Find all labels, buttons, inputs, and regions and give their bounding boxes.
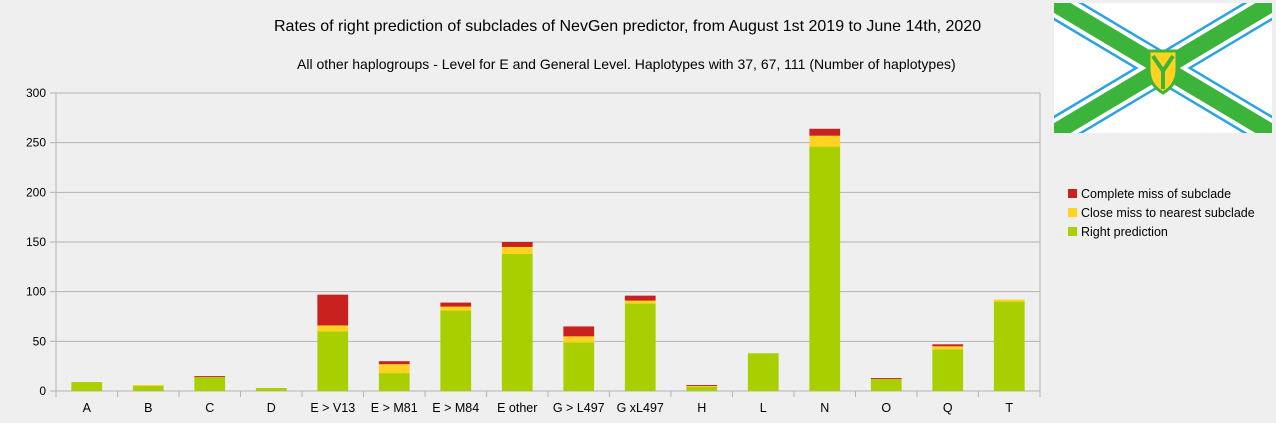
legend-swatch (1068, 227, 1077, 236)
bar-segment (932, 346, 964, 350)
bar-segment (440, 306, 472, 311)
chart-subtitle: All other haplogroups - Level for E and … (297, 56, 956, 72)
bar-segment (747, 353, 779, 391)
y-tick-label: 250 (26, 136, 46, 150)
legend-label: Close miss to nearest subclade (1081, 205, 1255, 220)
bar-segment (809, 128, 841, 136)
bar-segment (870, 379, 902, 391)
bar-segment (809, 146, 841, 391)
y-tick-label: 0 (39, 384, 46, 398)
bar-segment (563, 326, 595, 337)
bar-segment (932, 344, 964, 347)
y-tick-label: 50 (33, 334, 47, 348)
bar-segment (317, 325, 349, 332)
bar-segment (870, 378, 902, 380)
bar-segment (132, 386, 164, 391)
x-tick-label: E other (497, 401, 537, 415)
bar-segment (993, 301, 1025, 391)
bar-segment (993, 299, 1025, 302)
legend-swatch (1068, 189, 1077, 198)
bar-segment (686, 387, 718, 391)
bar-segment (317, 331, 349, 391)
bar-segment (501, 242, 533, 247)
x-tick-label: T (1005, 401, 1013, 415)
bar-segment (440, 302, 472, 307)
x-tick-label: C (205, 401, 214, 415)
bar-segment (809, 135, 841, 147)
x-tick-label: G xL497 (617, 401, 664, 415)
y-tick-label: 150 (26, 235, 46, 249)
legend-item: Complete miss of subclade (1068, 184, 1255, 203)
legend-item: Close miss to nearest subclade (1068, 203, 1255, 222)
x-tick-label: L (760, 401, 767, 415)
x-tick-label: E > M84 (432, 401, 479, 415)
legend-swatch (1068, 208, 1077, 217)
x-tick-label: E > M81 (371, 401, 418, 415)
bar-segment (194, 376, 226, 378)
x-tick-label: A (83, 401, 92, 415)
bar-segment (686, 385, 718, 387)
bar-segment (563, 342, 595, 391)
bar-segment (624, 300, 656, 304)
bar-segment (501, 246, 533, 254)
x-tick-label: D (267, 401, 276, 415)
y-tick-label: 300 (26, 86, 46, 100)
bar-segment (194, 377, 226, 391)
x-tick-label: B (144, 401, 152, 415)
bar-segment (255, 388, 287, 391)
bar-segment (317, 294, 349, 326)
bar-segment (71, 382, 103, 391)
x-tick-label: Q (943, 401, 953, 415)
legend-label: Complete miss of subclade (1081, 186, 1232, 201)
bar-segment (378, 364, 410, 374)
bar-segment (624, 303, 656, 391)
chart-legend: Complete miss of subclade Close miss to n… (1068, 184, 1255, 241)
bar-segment (932, 349, 964, 391)
flag-image (1054, 3, 1272, 133)
bar-segment (440, 310, 472, 391)
chart-title-text: Rates of right prediction of subclades o… (274, 18, 982, 35)
x-tick-label: H (697, 401, 706, 415)
bar-segment (624, 295, 656, 301)
x-tick-label: N (820, 401, 829, 415)
bar-segment (501, 253, 533, 391)
bar-segment (686, 386, 718, 388)
shield-icon (1147, 49, 1179, 95)
y-tick-label: 200 (26, 185, 46, 199)
bar-segment (563, 336, 595, 343)
bar-segment (132, 385, 164, 387)
x-tick-label: G > L497 (553, 401, 605, 415)
legend-label: Right prediction (1081, 224, 1168, 239)
bar-chart: 0 50 100 150 200 250 300 A B C D E > V13 E > M81 E > … (26, 86, 1041, 415)
bar-segment (378, 373, 410, 391)
x-tick-label: E > V13 (310, 401, 355, 415)
y-tick-label: 100 (26, 285, 46, 299)
x-tick-label: O (881, 401, 891, 415)
bar-segment (378, 361, 410, 365)
legend-item: Right prediction (1068, 222, 1255, 241)
